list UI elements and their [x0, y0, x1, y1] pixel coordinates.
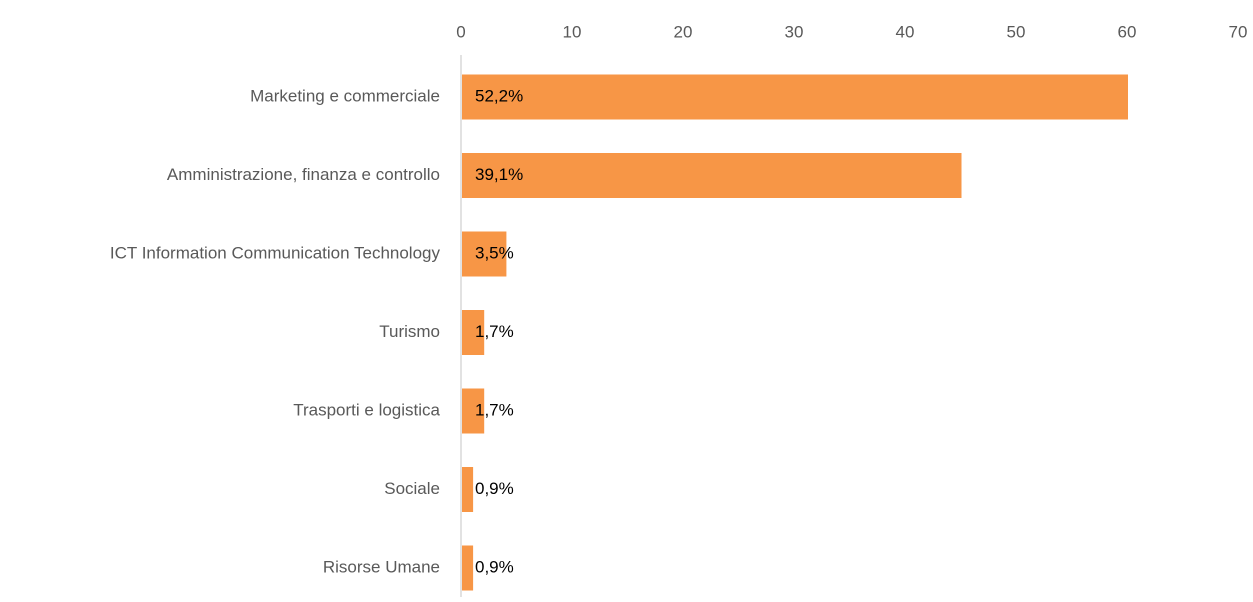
x-tick-label: 0	[456, 22, 465, 41]
category-label: Risorse Umane	[323, 557, 440, 576]
category-label: Amministrazione, finanza e controllo	[167, 165, 440, 184]
x-tick-label: 20	[674, 22, 693, 41]
data-label: 0,9%	[475, 479, 514, 498]
x-tick-label: 10	[563, 22, 582, 41]
category-label: Sociale	[384, 479, 440, 498]
category-labels: Marketing e commerciale Amministrazione, …	[110, 86, 441, 576]
x-tick-label: 60	[1118, 22, 1137, 41]
data-label: 1,7%	[475, 400, 514, 419]
data-label: 39,1%	[475, 165, 523, 184]
bars	[462, 74, 1128, 591]
bar	[462, 153, 962, 198]
x-tick-label: 40	[896, 22, 915, 41]
x-tick-label: 70	[1229, 22, 1248, 41]
category-label: Marketing e commerciale	[250, 86, 440, 105]
data-label: 3,5%	[475, 243, 514, 262]
data-labels: 52,2% 39,1% 3,5% 1,7% 1,7% 0,9% 0,9%	[475, 86, 523, 576]
bar	[462, 74, 1128, 120]
category-label: ICT Information Communication Technology	[110, 243, 441, 262]
category-label: Trasporti e logistica	[293, 400, 440, 419]
x-axis-ticks: 0 10 20 30 40 50 60 70	[456, 22, 1247, 41]
x-tick-label: 50	[1007, 22, 1026, 41]
data-label: 1,7%	[475, 322, 514, 341]
data-label: 52,2%	[475, 86, 523, 105]
bar	[462, 467, 474, 512]
data-label: 0,9%	[475, 557, 514, 576]
bar	[462, 231, 507, 277]
bar	[462, 388, 485, 434]
x-tick-label: 30	[785, 22, 804, 41]
category-label: Turismo	[379, 322, 440, 341]
bar	[462, 310, 485, 355]
bar	[462, 545, 474, 591]
